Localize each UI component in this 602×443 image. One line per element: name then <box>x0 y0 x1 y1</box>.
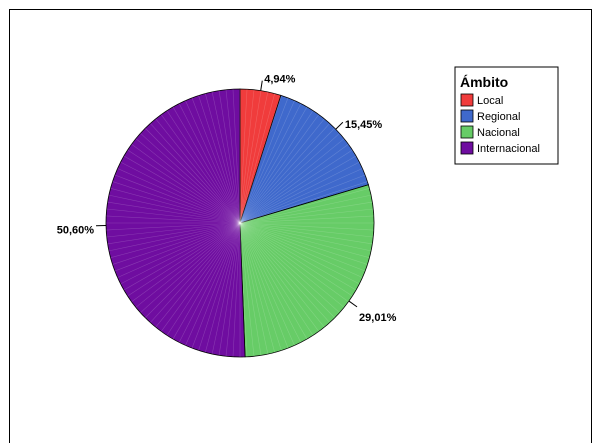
legend-label-nacional: Nacional <box>477 127 520 139</box>
legend-swatch-internacional <box>461 142 473 154</box>
value-label-regional: 15,45% <box>345 119 383 131</box>
legend-label-local: Local <box>477 95 503 107</box>
leader-line-local <box>261 81 263 91</box>
value-label-nacional: 29,01% <box>359 312 397 324</box>
value-label-internacional: 50,60% <box>57 225 95 237</box>
legend-swatch-regional <box>461 110 473 122</box>
legend: Ámbito Local Regional Nacional Internaciona… <box>455 67 558 164</box>
slice-streaks <box>106 89 374 357</box>
legend-title: Ámbito <box>460 74 508 90</box>
legend-swatch-nacional <box>461 126 473 138</box>
leader-line-regional <box>336 122 343 129</box>
pie-slices <box>106 89 374 357</box>
pie-chart: 4,94% 15,45% 29,01% 50,60% Ámbito Local Regi… <box>0 0 602 434</box>
legend-label-regional: Regional <box>477 111 520 123</box>
value-label-local: 4,94% <box>264 74 295 86</box>
legend-label-internacional: Internacional <box>477 143 540 155</box>
legend-swatch-local <box>461 94 473 106</box>
leader-line-nacional <box>349 301 357 307</box>
